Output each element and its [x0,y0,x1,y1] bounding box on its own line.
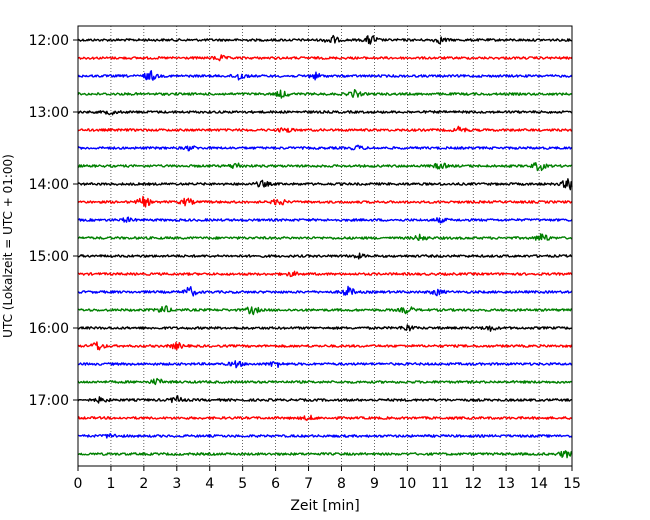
seismic-trace [77,89,573,99]
seismic-trace [77,285,573,297]
seismic-trace [77,324,573,332]
x-tick-label: 4 [205,476,214,492]
x-tick-label: 13 [497,476,515,492]
x-tick-label: 1 [106,476,115,492]
x-tick-label: 6 [271,476,280,492]
seismic-trace [77,216,573,224]
x-tick-label: 7 [304,476,313,492]
seismic-trace [77,125,573,133]
x-tick-label: 11 [431,476,449,492]
y-tick-label: 15:00 [29,249,69,265]
x-tick-label: 14 [530,476,548,492]
x-tick-label: 5 [238,476,247,492]
x-tick-label: 15 [563,476,581,492]
seismic-trace [77,70,573,81]
x-tick-label: 2 [139,476,148,492]
y-axis-label: UTC (Lokalzeit = UTC + 01:00) [1,154,15,338]
seismic-trace [77,450,573,459]
x-axis-label: Zeit [min] [290,498,359,514]
y-axis: 12:00 13:00 14:00 15:00 16:00 17:00 [29,33,78,409]
seismic-trace [77,270,573,278]
y-tick-label: 16:00 [29,321,69,337]
x-tick-label: 3 [172,476,181,492]
seismic-trace [77,34,573,45]
seismic-trace [77,395,573,404]
y-tick-label: 12:00 [29,33,69,49]
seismic-trace [77,252,573,260]
x-tick-label: 0 [74,476,83,492]
x-tick-label: 10 [398,476,416,492]
x-tick-label: 9 [370,476,379,492]
seismic-trace [77,144,573,152]
plot-frame [77,25,573,467]
y-tick-label: 17:00 [29,393,69,409]
seismic-trace [77,178,573,191]
y-tick-label: 14:00 [29,177,69,193]
seismic-trace [77,305,573,316]
seismic-trace [77,360,573,369]
seismic-trace [77,341,573,351]
seismic-trace [77,233,573,242]
grid-lines [110,26,540,466]
seismic-trace [77,432,573,439]
seismic-trace [77,195,573,208]
x-axis: 0 1 2 3 4 5 6 7 8 9 10 11 12 13 14 15 [74,466,581,492]
seismic-trace [77,54,573,62]
seismic-trace [77,162,573,172]
trace-group [77,34,573,459]
x-tick-label: 8 [337,476,346,492]
seismic-trace [77,414,573,422]
x-tick-label: 12 [464,476,482,492]
seismic-trace [77,110,573,116]
seismic-trace [77,377,573,386]
y-tick-label: 13:00 [29,105,69,121]
